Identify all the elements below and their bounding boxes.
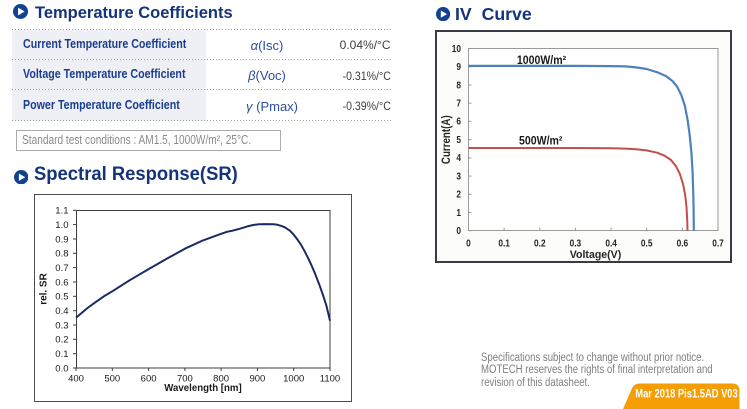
svg-text:7: 7 xyxy=(456,98,461,109)
svg-text:0.6: 0.6 xyxy=(55,277,68,288)
svg-text:1100: 1100 xyxy=(320,373,340,384)
svg-text:0.2: 0.2 xyxy=(534,238,546,249)
svg-text:0.8: 0.8 xyxy=(55,249,68,260)
svg-text:1000: 1000 xyxy=(283,373,304,384)
svg-text:600: 600 xyxy=(141,373,157,384)
svg-text:500: 500 xyxy=(104,373,120,384)
svg-text:0.2: 0.2 xyxy=(55,335,68,346)
svg-text:400: 400 xyxy=(68,373,84,384)
svg-text:500W/m²: 500W/m² xyxy=(519,135,563,148)
svg-text:700: 700 xyxy=(177,373,193,384)
svg-text:4: 4 xyxy=(456,153,461,164)
svg-text:0.3: 0.3 xyxy=(55,320,68,331)
svg-text:0.0: 0.0 xyxy=(55,363,68,374)
svg-text:1000W/m²: 1000W/m² xyxy=(517,54,566,67)
svg-text:1.1: 1.1 xyxy=(55,206,68,217)
svg-text:Wavelength [nm]: Wavelength [nm] xyxy=(164,383,241,394)
svg-text:0.6: 0.6 xyxy=(677,238,689,249)
svg-text:8: 8 xyxy=(456,80,461,91)
svg-text:0.9: 0.9 xyxy=(55,234,68,245)
svg-text:800: 800 xyxy=(213,373,229,384)
svg-text:0.4: 0.4 xyxy=(55,306,68,317)
svg-text:1.0: 1.0 xyxy=(55,220,68,231)
svg-text:0.7: 0.7 xyxy=(712,238,724,249)
svg-text:900: 900 xyxy=(249,373,265,384)
svg-text:Current(A): Current(A) xyxy=(440,115,453,164)
svg-text:0.1: 0.1 xyxy=(55,349,68,360)
svg-text:0: 0 xyxy=(466,238,471,249)
svg-text:9: 9 xyxy=(456,61,461,72)
svg-text:6: 6 xyxy=(456,116,461,127)
svg-text:0.7: 0.7 xyxy=(55,263,68,274)
svg-text:0.1: 0.1 xyxy=(498,238,510,249)
svg-text:10: 10 xyxy=(452,43,461,54)
svg-text:3: 3 xyxy=(456,171,461,182)
svg-text:0.4: 0.4 xyxy=(605,238,617,249)
svg-text:1: 1 xyxy=(456,207,461,218)
svg-text:0: 0 xyxy=(456,225,461,236)
svg-text:0.3: 0.3 xyxy=(570,238,582,249)
svg-text:0.5: 0.5 xyxy=(55,292,68,303)
svg-text:2: 2 xyxy=(456,189,461,200)
svg-text:5: 5 xyxy=(456,134,461,145)
svg-text:Voltage(V): Voltage(V) xyxy=(570,249,622,261)
svg-text:0.5: 0.5 xyxy=(641,238,653,249)
svg-text:Mar 2018 Pis1.5AD V03: Mar 2018 Pis1.5AD V03 xyxy=(635,387,737,400)
svg-text:rel. SR: rel. SR xyxy=(38,273,49,305)
